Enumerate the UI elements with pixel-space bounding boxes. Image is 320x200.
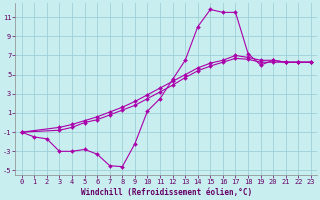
X-axis label: Windchill (Refroidissement éolien,°C): Windchill (Refroidissement éolien,°C) (81, 188, 252, 197)
